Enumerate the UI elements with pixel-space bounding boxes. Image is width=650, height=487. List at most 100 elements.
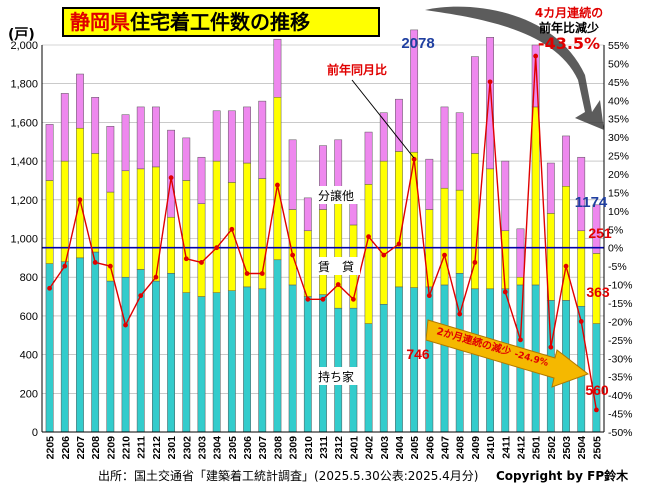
yoy-point: [92, 260, 98, 265]
bar-sale: [60, 93, 69, 162]
x-tick-label: 2308: [272, 436, 284, 460]
bar-sale: [152, 106, 160, 168]
chart-title: 静岡県住宅着工件数の推移: [62, 7, 380, 37]
bar-sale: [410, 29, 419, 153]
bar-sale: [106, 126, 115, 193]
x-tick-label: 2501: [531, 436, 543, 460]
y-tick-label-right: -5%: [608, 261, 627, 273]
yoy-point: [77, 197, 83, 203]
bar-sale: [76, 73, 84, 129]
x-tick-label: 2411: [500, 436, 512, 459]
bar-sale: [501, 160, 510, 232]
sale-label-box: [312, 186, 360, 204]
bar-sale: [91, 97, 100, 154]
yoy-point: [366, 234, 371, 240]
x-tick-label: 2210: [121, 436, 133, 460]
owned-2405-label: 746: [406, 346, 430, 362]
y-tick-label-left: 800: [20, 272, 38, 284]
yoy-point: [153, 274, 159, 280]
bar-rental: [197, 203, 206, 297]
bar-sale: [258, 100, 267, 179]
bar-sale: [364, 131, 373, 185]
yoy-point: [335, 282, 341, 287]
x-tick-label: 2409: [470, 436, 482, 460]
yoy-point: [62, 263, 68, 269]
x-tick-labels: 2205 2206 2207 2208 2209 2210 2211 2212 2301 2302…: [45, 436, 604, 460]
bar-rental: [486, 168, 494, 290]
yoy-point: [259, 271, 265, 276]
x-tick-label: 2309: [288, 436, 300, 460]
bar-sale: [45, 124, 54, 181]
bar-sale: [288, 139, 297, 210]
yoy-point: [396, 241, 402, 247]
yoy-point: [168, 175, 174, 181]
bar-rental: [471, 153, 479, 290]
bar-owned: [76, 257, 84, 433]
y-tick-label-left: 400: [20, 350, 38, 362]
bar-sale: [455, 112, 464, 191]
yoy-point: [548, 344, 554, 350]
bar-sale: [425, 158, 434, 210]
bar-owned: [227, 290, 236, 433]
x-tick-label: 2408: [455, 436, 467, 460]
y-tick-label-right: -30%: [608, 353, 633, 365]
bar-rental: [182, 180, 191, 293]
copyright: Copyright by FP鈴木: [496, 469, 629, 483]
y-tick-label-right: -25%: [608, 335, 633, 347]
yoy-point: [229, 226, 235, 232]
x-tick-label: 2403: [379, 436, 391, 460]
y-tick-label-right: 55%: [608, 40, 629, 52]
yoy-point: [594, 407, 599, 413]
y-tick-label-left: 1,600: [10, 117, 38, 129]
bar-owned: [243, 286, 251, 433]
y-tick-label-right: -20%: [608, 316, 633, 328]
x-tick-label: 2301: [166, 436, 178, 460]
peak-total-label: 2078: [401, 35, 434, 52]
bar-sale: [243, 106, 251, 164]
yoy-point: [487, 79, 493, 85]
y-tick-label-left: 1,000: [10, 234, 38, 246]
yoy-point: [199, 260, 204, 265]
x-tick-label: 2402: [364, 436, 376, 460]
right-tick-labels: -50% -45% -40% -35% -30% -25% -20% -15% -10% -5% 0…: [608, 40, 633, 439]
source-note: 出所：国土交通省「建築着工統計調査」(2025.5.30公表:2025.4月分): [98, 469, 479, 483]
x-tick-label: 2504: [576, 436, 588, 460]
x-tick-label: 2410: [485, 436, 497, 460]
x-tick-label: 2502: [546, 436, 558, 460]
x-tick-label: 2211: [136, 436, 148, 459]
bar-sale: [227, 110, 236, 183]
bar-sale: [197, 156, 206, 204]
x-tick-label: 2207: [75, 436, 87, 460]
y-tick-label-left: 0: [32, 427, 38, 439]
bar-rental: [379, 160, 388, 305]
yoy-line: [47, 53, 599, 413]
bar-owned: [121, 276, 130, 433]
bar-sale: [486, 37, 494, 170]
owned-label-box: [312, 367, 360, 385]
y-tick-label-left: 200: [20, 388, 38, 400]
bar-sale: [516, 228, 525, 278]
axes: [41, 45, 605, 433]
yoy-point: [320, 296, 326, 302]
yoy-point: [578, 319, 584, 324]
x-tick-label: 2311: [318, 436, 330, 459]
y-tick-label-right: 30%: [608, 132, 629, 144]
bar-owned: [273, 259, 282, 433]
x-tick-label: 2208: [90, 436, 102, 460]
bar-sale: [319, 145, 327, 210]
yoy-point: [290, 252, 296, 258]
y-tick-label-left: 2,000: [10, 40, 38, 52]
bar-rental: [455, 189, 464, 274]
yoy-point: [214, 245, 220, 251]
x-tick-label: 2310: [303, 436, 315, 460]
yoy-label-pointer: [351, 79, 415, 159]
bar-owned: [303, 296, 312, 433]
left-tick-labels: 0 200 400 600 800 1,000 1,200 1,400 1,600 1,800 2,…: [10, 40, 38, 439]
bar-rental: [91, 153, 100, 253]
bar-sale: [440, 106, 449, 189]
y-tick-label-right: -50%: [608, 427, 633, 439]
y-tick-label-right: 40%: [608, 95, 629, 107]
bar-owned: [152, 280, 160, 433]
bar-sale: [395, 98, 403, 152]
yoy-point: [244, 271, 250, 276]
